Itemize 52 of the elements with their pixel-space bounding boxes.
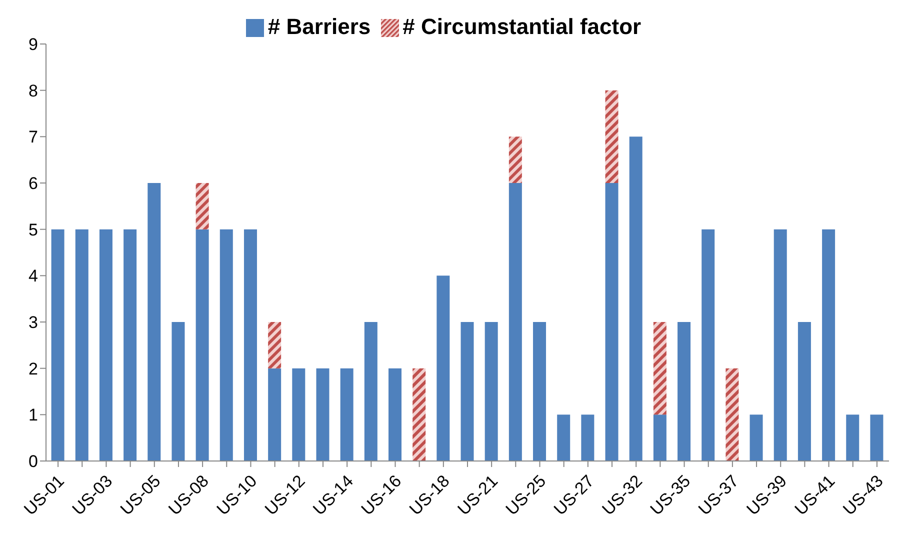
bar bbox=[774, 229, 787, 461]
bar bbox=[533, 322, 546, 461]
y-tick-label: 8 bbox=[28, 81, 38, 100]
bar bbox=[292, 368, 306, 461]
bar bbox=[726, 368, 739, 461]
bar bbox=[581, 414, 594, 461]
bar bbox=[316, 368, 330, 461]
bar bbox=[702, 229, 715, 461]
bar bbox=[653, 322, 666, 415]
bar bbox=[172, 322, 185, 461]
legend-label: # Circumstantial factor bbox=[402, 14, 642, 39]
bar bbox=[508, 136, 522, 183]
bar bbox=[196, 183, 209, 230]
legend-label: # Barriers bbox=[268, 14, 371, 39]
bar bbox=[75, 229, 88, 461]
bar bbox=[148, 183, 161, 461]
bar bbox=[99, 229, 112, 461]
bar bbox=[460, 322, 474, 461]
y-tick-label: 6 bbox=[28, 174, 38, 194]
y-tick-label: 5 bbox=[28, 220, 38, 240]
bar bbox=[436, 276, 450, 461]
bar bbox=[51, 229, 64, 461]
bar bbox=[124, 229, 137, 461]
y-tick-label: 2 bbox=[28, 359, 38, 378]
bar bbox=[822, 229, 836, 461]
bar bbox=[798, 322, 811, 461]
y-tick-label: 4 bbox=[28, 266, 38, 286]
bar bbox=[750, 414, 763, 461]
bar bbox=[678, 322, 691, 461]
bar bbox=[340, 368, 354, 461]
y-tick-label: 0 bbox=[28, 452, 38, 472]
bar bbox=[220, 229, 233, 461]
bar bbox=[364, 322, 378, 461]
y-tick-label: 9 bbox=[28, 35, 38, 54]
bar bbox=[268, 322, 282, 368]
bar bbox=[629, 136, 642, 461]
bar bbox=[244, 229, 257, 461]
bar bbox=[484, 322, 498, 461]
y-tick-label: 1 bbox=[28, 406, 38, 425]
bar bbox=[870, 414, 884, 461]
bar bbox=[508, 183, 522, 461]
bar bbox=[412, 368, 426, 461]
bar bbox=[846, 414, 860, 461]
y-tick-label: 7 bbox=[28, 128, 38, 147]
bar bbox=[605, 183, 618, 461]
bar bbox=[653, 414, 666, 461]
bar bbox=[605, 90, 618, 183]
bar bbox=[196, 229, 209, 461]
bar bbox=[557, 414, 570, 461]
y-tick-label: 3 bbox=[28, 313, 38, 332]
bar bbox=[268, 368, 282, 461]
bar bbox=[388, 368, 402, 461]
